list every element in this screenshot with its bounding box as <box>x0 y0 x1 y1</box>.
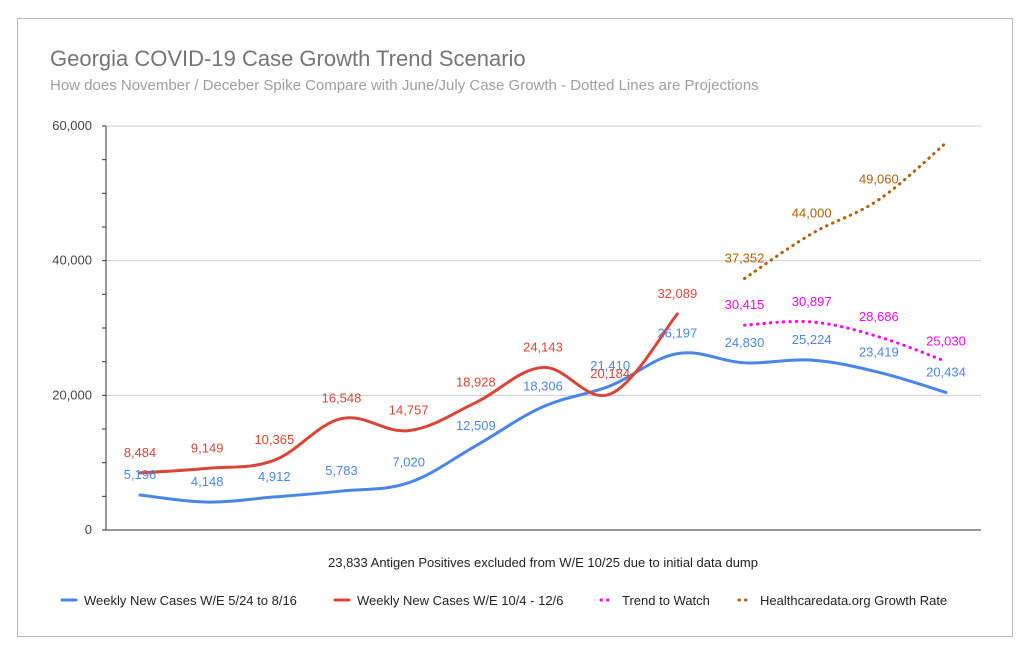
chart-title: Georgia COVID-19 Case Growth Trend Scena… <box>50 46 526 71</box>
data-label: 49,060 <box>859 172 899 187</box>
data-label: 16,548 <box>322 391 362 406</box>
data-label: 5,196 <box>124 467 157 482</box>
series-line-3 <box>743 141 948 280</box>
data-label: 44,000 <box>792 206 832 221</box>
data-label: 28,686 <box>859 309 899 324</box>
data-label: 4,912 <box>258 469 291 484</box>
series-line-1 <box>138 312 679 475</box>
data-labels: 5,196 4,148 4,912 5,783 7,020 12,509 18,306 21,… <box>124 172 966 489</box>
data-label: 23,419 <box>859 344 899 359</box>
data-label: 30,897 <box>792 294 832 309</box>
y-tick-label: 40,000 <box>52 253 92 268</box>
chart-subtitle: How does November / Deceber Spike Compar… <box>50 77 759 94</box>
legend-label: Healthcaredata.org Growth Rate <box>760 593 947 608</box>
legend: Weekly New Cases W/E 5/24 to 8/16 Weekly … <box>60 593 947 608</box>
data-label: 12,509 <box>456 418 496 433</box>
series-line-0 <box>138 351 948 504</box>
data-label: 14,757 <box>389 403 429 418</box>
legend-label: Weekly New Cases W/E 5/24 to 8/16 <box>84 593 297 608</box>
data-label: 9,149 <box>191 440 224 455</box>
series-line-2 <box>743 319 948 363</box>
legend-label: Weekly New Cases W/E 10/4 - 12/6 <box>357 593 563 608</box>
data-label: 18,306 <box>523 379 563 394</box>
data-label: 7,020 <box>392 455 425 470</box>
data-label: 5,783 <box>325 463 358 478</box>
y-tick-label: 20,000 <box>52 387 92 402</box>
data-label: 25,030 <box>926 333 966 348</box>
legend-label: Trend to Watch <box>622 593 710 608</box>
data-label: 25,224 <box>792 332 832 347</box>
data-label: 26,197 <box>657 326 697 341</box>
data-label: 18,928 <box>456 375 496 390</box>
data-label: 10,365 <box>254 432 294 447</box>
y-axis: 0 20,000 40,000 60,000 <box>52 118 107 537</box>
y-tick-label: 0 <box>85 522 92 537</box>
data-label: 4,148 <box>191 474 224 489</box>
series-lines <box>138 141 948 504</box>
data-label: 20,434 <box>926 364 966 379</box>
data-label: 8,484 <box>124 445 157 460</box>
data-label: 37,352 <box>725 250 765 265</box>
data-label: 20,184 <box>590 366 630 381</box>
chart-note: 23,833 Antigen Positives excluded from W… <box>328 555 758 570</box>
data-label: 24,830 <box>725 335 765 350</box>
data-label: 30,415 <box>725 297 765 312</box>
data-label: 21,410 <box>590 358 630 373</box>
y-tick-label: 60,000 <box>52 118 92 133</box>
gridlines <box>106 125 981 531</box>
data-label: 32,089 <box>657 286 697 301</box>
data-label: 24,143 <box>523 339 563 354</box>
